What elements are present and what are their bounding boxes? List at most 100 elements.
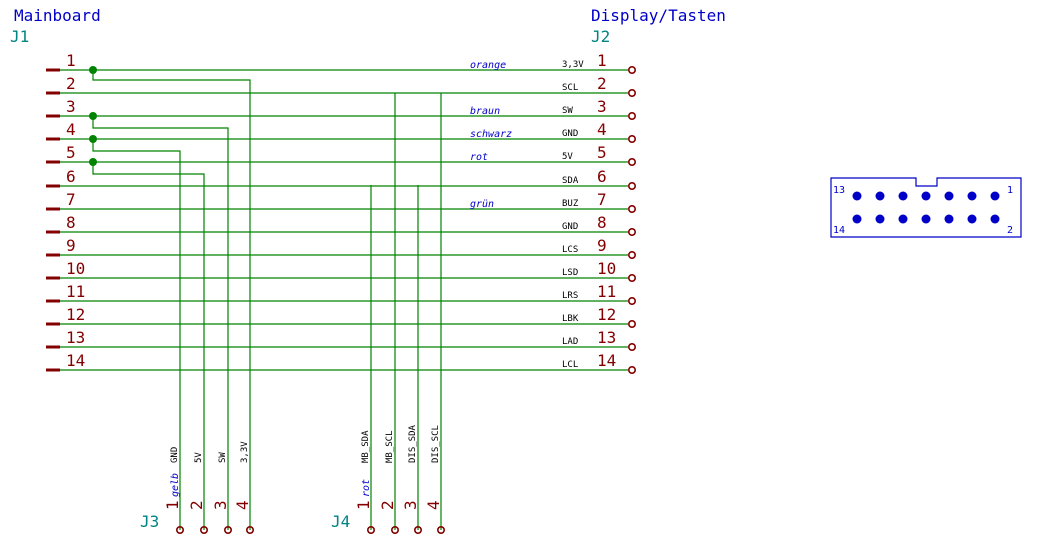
wires-static [92,70,442,530]
j2-signal-label: 3,3V [562,60,584,70]
header-pin [898,214,908,224]
j2-signal-label: LRS [562,291,578,301]
connector-pin-end [200,525,209,534]
j4-ref: J4 [331,512,350,531]
wire-j3-5v [92,162,205,530]
header-pin [967,214,977,224]
j2-pin-number: 2 [597,74,607,93]
j2-signal-label: LCS [562,245,578,255]
j1-pin-number: 14 [66,351,85,370]
connector-signal-label: DIS_SCL [431,425,441,463]
j1-pin-number: 4 [66,120,76,139]
connector-pin-number: 4 [424,500,443,510]
connector-pin-number: 2 [187,500,206,510]
j1-pin-number: 3 [66,97,76,116]
wire-j3-gnd [92,139,181,530]
j2-signal-label: LSD [562,268,578,278]
j2-pin-number: 4 [597,120,607,139]
j2-title: Display/Tasten [591,6,726,25]
j2-pin-end [627,205,636,214]
connector-pin-end [436,525,445,534]
connector-signal-label: MB_SDA [361,430,371,463]
connector-signal-label: 5V [194,452,204,463]
junctions [89,66,97,166]
j2-pin-end [627,251,636,260]
wire-label-braun: braun [470,106,500,117]
j2-pin-number: 14 [597,351,616,370]
j2-pin-number: 1 [597,51,607,70]
j2-signal-label: SDA [562,176,579,186]
connector-signal-label: GND [170,447,180,463]
connector-pin-end [413,525,422,534]
j2-signal-label: LAD [562,337,578,347]
header-pin [875,214,885,224]
j1-pin-number: 13 [66,328,85,347]
j2-pin-end [627,342,636,351]
j2-pin-number: 7 [597,190,607,209]
j1-pin-number: 6 [66,167,76,186]
header-footprint: 13 1 14 2 [830,177,1022,238]
connector-color-label: rot [361,479,372,497]
header-pin [967,191,977,201]
j2-signal-label: BUZ [562,199,579,209]
header-pin [921,191,931,201]
j2-pin-end [627,158,636,167]
j1-pin-number: 2 [66,74,76,93]
connector-signal-label: DIS_SDA [408,424,418,463]
connector-signal-label: 3,3V [240,441,250,463]
j2-pin-number: 6 [597,167,607,186]
j2-pin-end [627,365,636,374]
connector-pin-end [224,525,233,534]
j2-pin-number: 11 [597,282,616,301]
j2-signal-label: LCL [562,360,578,370]
junction-dot [89,66,97,74]
wire-label-gruen: grün [470,199,494,210]
j2-pin-end [627,66,636,75]
j2-signal-label: LBK [562,314,579,324]
connector-pin-number: 3 [401,500,420,510]
connector-signal-label: SW [218,452,228,463]
header-label-2: 2 [1007,225,1013,236]
j2-pin-end [627,296,636,305]
j2-pin-end [627,89,636,98]
j1-pin-number: 12 [66,305,85,324]
bottom-connectors: 1 GND 2 5V 3 SW 4 3,3V gelb 1 MB_SDA 2 MB_SCL 3 DIS_SD… [163,424,445,534]
wire-label-orange: orange [470,60,506,71]
connector-pin-end [390,525,399,534]
j2-ref: J2 [591,27,610,46]
junction-dot [89,158,97,166]
header-pin [852,191,862,201]
connector-signal-label: MB_SCL [385,430,395,463]
header-pin [898,191,908,201]
j2-pin-number: 5 [597,143,607,162]
wire-j3-3v3 [92,70,251,530]
j2-pin-end [627,112,636,121]
header-label-14: 14 [833,225,845,236]
j1-pin-number: 10 [66,259,85,278]
header-pin [921,214,931,224]
j2-pin-end [627,273,636,282]
connector-pin-end [246,525,255,534]
j2-pin-end [627,135,636,144]
header-pins [852,191,1000,224]
connector-color-label: gelb [170,473,181,497]
j2-pin-number: 10 [597,259,616,278]
connector-pin-end [366,525,375,534]
connector-pin-number: 3 [211,500,230,510]
header-pin [944,214,954,224]
j2-pin-number: 13 [597,328,616,347]
wire-j3-sw [92,116,229,530]
j2-pin-number: 9 [597,236,607,255]
header-pin [875,191,885,201]
j1-pin-number: 11 [66,282,85,301]
header-label-1: 1 [1007,185,1013,196]
j2-signal-label: SCL [562,83,578,93]
j3-ref: J3 [140,512,159,531]
j2-pin-number: 8 [597,213,607,232]
connector-pin-end [176,525,185,534]
j2-pin-number: 3 [597,97,607,116]
connector-pin-number: 1 [354,500,373,510]
j1-title: Mainboard [14,6,101,25]
